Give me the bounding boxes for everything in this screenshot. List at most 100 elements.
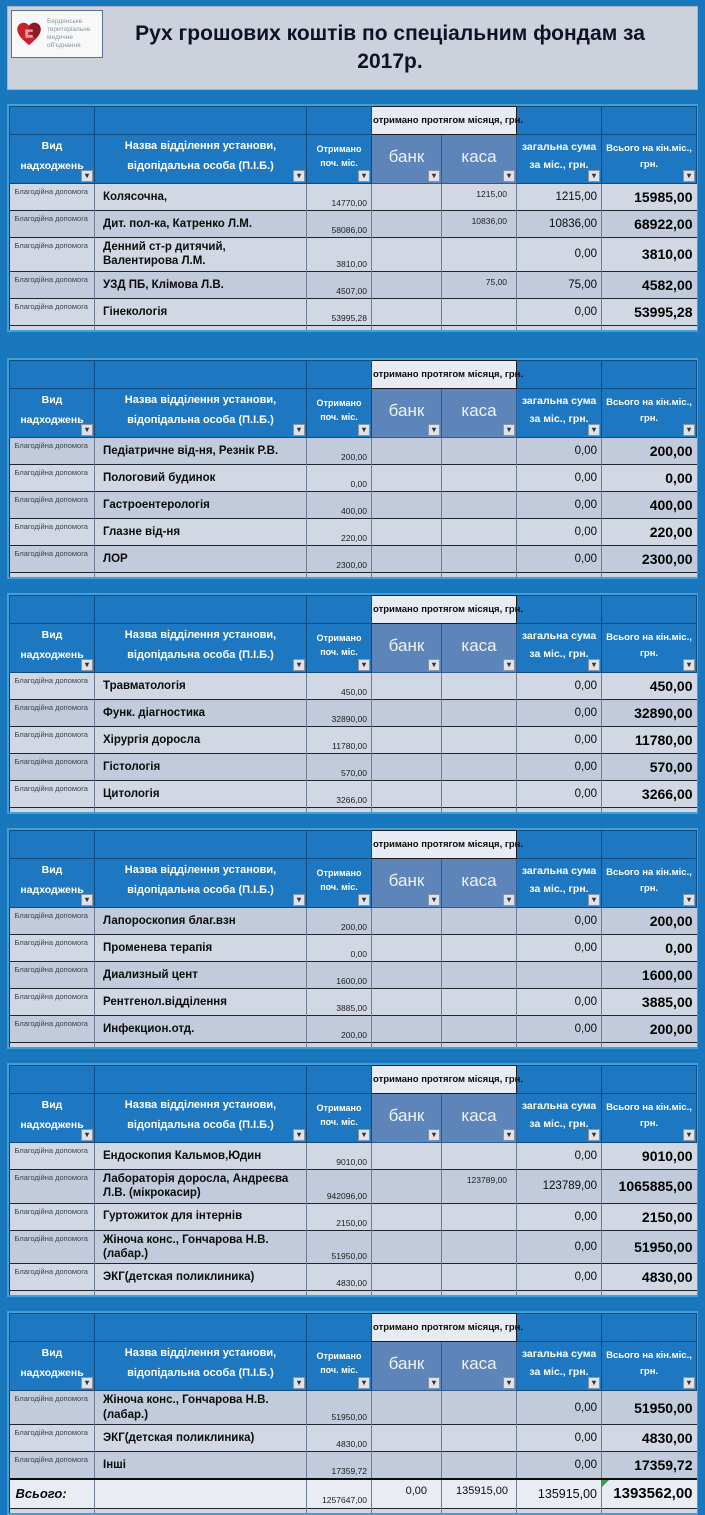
received-start-cell[interactable]: 3885,00 [306, 987, 372, 1016]
month-total-cell[interactable]: 0,00 [516, 1451, 602, 1479]
bank-cell[interactable] [371, 906, 442, 935]
month-total-cell[interactable]: 0,00 [516, 698, 602, 727]
department-name-cell[interactable]: Колясочна, [94, 183, 307, 211]
department-name-cell[interactable]: Ендоскопия Кальмов,Юдин [94, 1141, 307, 1170]
filter-dropdown-button[interactable]: ▾ [683, 423, 696, 436]
month-total-cell[interactable]: 0,00 [516, 1424, 602, 1452]
filter-dropdown-button[interactable]: ▾ [428, 1128, 440, 1141]
bank-cell[interactable] [371, 463, 442, 492]
end-total-cell[interactable]: 0,00 [601, 933, 697, 962]
filter-dropdown-button[interactable]: ▾ [503, 1128, 516, 1141]
department-name-cell[interactable]: Жіноча конс., Гончарова Н.В.(лабар.) [94, 1229, 307, 1264]
department-name-cell[interactable]: ЭКГ(детская поликлиника) [94, 1263, 307, 1291]
received-start-cell[interactable]: 200,00 [306, 906, 372, 935]
received-start-cell[interactable]: 2150,00 [306, 1202, 372, 1230]
received-start-cell[interactable]: 9010,00 [306, 1141, 372, 1170]
department-name-cell[interactable]: Инфекцион.отд. [94, 1014, 307, 1043]
bank-cell[interactable] [371, 1263, 442, 1291]
end-total-cell[interactable]: 200,00 [601, 436, 697, 465]
received-start-cell[interactable]: 0,00 [306, 463, 372, 492]
department-name-cell[interactable]: Рентгенол.відділення [94, 987, 307, 1016]
row-type-label[interactable]: Благодійна допомога [9, 1168, 95, 1203]
row-type-label[interactable]: Благодійна допомога [9, 906, 95, 935]
received-start-cell[interactable]: 51950,00 [306, 1229, 372, 1264]
grand-total-end-cell[interactable]: 1393562,00 [601, 1477, 697, 1509]
filter-dropdown-button[interactable]: ▾ [358, 423, 370, 436]
received-start-cell[interactable]: 51950,00 [306, 1390, 372, 1425]
bank-cell[interactable] [371, 725, 442, 754]
filter-dropdown-button[interactable]: ▾ [81, 1377, 93, 1390]
filter-dropdown-button[interactable]: ▾ [588, 1128, 601, 1141]
department-name-cell[interactable]: Гінекологія [94, 297, 307, 326]
filter-dropdown-button[interactable]: ▾ [503, 658, 516, 671]
kasa-cell[interactable] [440, 237, 517, 272]
grand-total-start-cell[interactable]: 1257647,00 [306, 1477, 372, 1509]
kasa-cell[interactable] [440, 933, 517, 962]
bank-cell[interactable] [371, 1202, 442, 1230]
bank-cell[interactable] [371, 752, 442, 781]
filter-dropdown-button[interactable]: ▾ [293, 893, 305, 906]
row-type-label[interactable]: Благодійна допомога [9, 671, 95, 700]
month-total-cell[interactable]: 10836,00 [516, 210, 602, 238]
filter-dropdown-button[interactable]: ▾ [683, 1377, 696, 1390]
kasa-cell[interactable] [440, 1451, 517, 1479]
department-name-cell[interactable]: Лабораторія доросла, Андреєва Л.В. (мікр… [94, 1168, 307, 1203]
end-total-cell[interactable]: 570,00 [601, 752, 697, 781]
kasa-cell[interactable]: 75,00 [440, 270, 517, 299]
row-type-label[interactable]: Благодійна допомога [9, 1229, 95, 1264]
bank-cell[interactable] [371, 297, 442, 326]
filter-dropdown-button[interactable]: ▾ [683, 1128, 696, 1141]
received-start-cell[interactable]: 14770,00 [306, 183, 372, 211]
received-start-cell[interactable]: 3266,00 [306, 779, 372, 808]
kasa-cell[interactable] [440, 297, 517, 326]
received-start-cell[interactable]: 11780,00 [306, 725, 372, 754]
bank-cell[interactable] [371, 210, 442, 238]
end-total-cell[interactable]: 68922,00 [601, 210, 697, 238]
grand-total-month-cell[interactable]: 135915,00 [516, 1477, 602, 1509]
department-name-cell[interactable]: Цитологія [94, 779, 307, 808]
month-total-cell[interactable]: 0,00 [516, 987, 602, 1016]
end-total-cell[interactable]: 0,00 [601, 463, 697, 492]
bank-cell[interactable] [371, 1141, 442, 1170]
department-name-cell[interactable]: Травматологія [94, 671, 307, 700]
end-total-cell[interactable]: 4830,00 [601, 1263, 697, 1291]
kasa-cell[interactable] [440, 436, 517, 465]
end-total-cell[interactable]: 400,00 [601, 490, 697, 519]
filter-dropdown-button[interactable]: ▾ [503, 170, 516, 182]
kasa-cell[interactable]: 123789,00 [440, 1168, 517, 1203]
month-total-cell[interactable]: 0,00 [516, 933, 602, 962]
end-total-cell[interactable]: 3266,00 [601, 779, 697, 808]
received-start-cell[interactable]: 400,00 [306, 490, 372, 519]
bank-cell[interactable] [371, 779, 442, 808]
end-total-cell[interactable]: 220,00 [601, 517, 697, 546]
kasa-cell[interactable] [440, 517, 517, 546]
row-type-label[interactable]: Благодійна допомога [9, 698, 95, 727]
department-name-cell[interactable]: Променева терапія [94, 933, 307, 962]
received-start-cell[interactable]: 200,00 [306, 1014, 372, 1043]
month-total-cell[interactable]: 0,00 [516, 490, 602, 519]
month-total-cell[interactable]: 0,00 [516, 1263, 602, 1291]
kasa-cell[interactable] [440, 1424, 517, 1452]
filter-dropdown-button[interactable]: ▾ [503, 893, 516, 906]
filter-dropdown-button[interactable]: ▾ [588, 893, 601, 906]
bank-cell[interactable] [371, 1390, 442, 1425]
department-name-cell[interactable]: Глазне від-ня [94, 517, 307, 546]
filter-dropdown-button[interactable]: ▾ [358, 1128, 370, 1141]
received-start-cell[interactable]: 32890,00 [306, 698, 372, 727]
end-total-cell[interactable]: 53995,28 [601, 297, 697, 326]
bank-cell[interactable] [371, 698, 442, 727]
month-total-cell[interactable]: 0,00 [516, 725, 602, 754]
month-total-cell[interactable]: 0,00 [516, 1202, 602, 1230]
received-start-cell[interactable]: 4507,00 [306, 270, 372, 299]
bank-cell[interactable] [371, 436, 442, 465]
kasa-cell[interactable] [440, 1263, 517, 1291]
received-start-cell[interactable]: 220,00 [306, 517, 372, 546]
filter-dropdown-button[interactable]: ▾ [588, 1377, 601, 1390]
row-type-label[interactable]: Благодійна допомога [9, 933, 95, 962]
row-type-label[interactable]: Благодійна допомога [9, 210, 95, 238]
bank-cell[interactable] [371, 1229, 442, 1264]
end-total-cell[interactable]: 9010,00 [601, 1141, 697, 1170]
month-total-cell[interactable] [516, 960, 602, 989]
bank-cell[interactable] [371, 1014, 442, 1043]
department-name-cell[interactable]: Денний ст-р дитячий, Валентирова Л.М. [94, 237, 307, 272]
